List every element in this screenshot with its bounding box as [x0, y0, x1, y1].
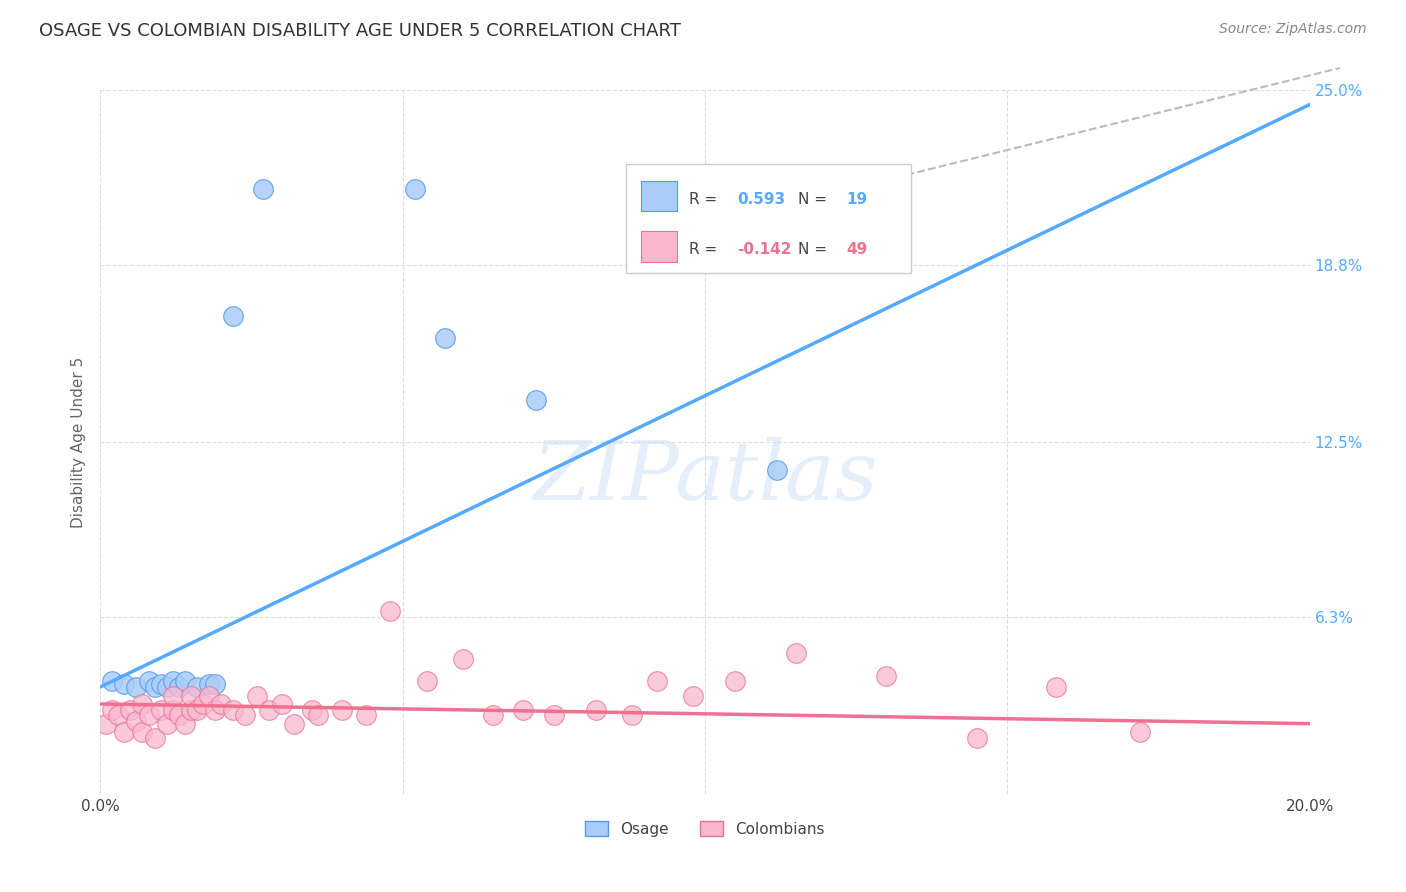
- Point: [233, 708, 256, 723]
- Point: [380, 604, 402, 618]
- Point: [307, 708, 329, 723]
- Point: [204, 703, 226, 717]
- Point: [875, 669, 897, 683]
- Point: [415, 674, 437, 689]
- Point: [222, 309, 245, 323]
- Point: [180, 703, 202, 717]
- Text: ZIPatlas: ZIPatlas: [531, 437, 877, 517]
- Y-axis label: Disability Age Under 5: Disability Age Under 5: [72, 357, 86, 528]
- Point: [125, 680, 148, 694]
- Point: [156, 716, 179, 731]
- Point: [131, 697, 153, 711]
- FancyBboxPatch shape: [641, 231, 678, 261]
- Point: [186, 680, 208, 694]
- Point: [173, 674, 195, 689]
- Point: [330, 703, 353, 717]
- Text: Source: ZipAtlas.com: Source: ZipAtlas.com: [1219, 22, 1367, 37]
- Text: 49: 49: [846, 242, 868, 257]
- Point: [283, 716, 305, 731]
- Point: [1045, 680, 1067, 694]
- Text: -0.142: -0.142: [738, 242, 792, 257]
- Point: [785, 646, 807, 660]
- Point: [167, 708, 190, 723]
- Point: [101, 703, 124, 717]
- Point: [724, 674, 747, 689]
- Point: [149, 677, 172, 691]
- Point: [585, 703, 607, 717]
- Point: [482, 708, 505, 723]
- Text: 0.593: 0.593: [738, 192, 786, 207]
- Point: [433, 331, 456, 345]
- Point: [173, 716, 195, 731]
- Point: [162, 689, 184, 703]
- Legend: Osage, Colombians: Osage, Colombians: [579, 814, 831, 843]
- Point: [112, 677, 135, 691]
- Point: [138, 674, 160, 689]
- Text: R =: R =: [689, 242, 723, 257]
- Point: [270, 697, 292, 711]
- Point: [180, 689, 202, 703]
- Text: 19: 19: [846, 192, 868, 207]
- Point: [143, 731, 166, 745]
- Point: [222, 703, 245, 717]
- Point: [198, 689, 221, 703]
- Point: [112, 725, 135, 739]
- Point: [186, 703, 208, 717]
- Point: [543, 708, 565, 723]
- Text: N =: N =: [799, 192, 832, 207]
- Point: [162, 703, 184, 717]
- Text: OSAGE VS COLOMBIAN DISABILITY AGE UNDER 5 CORRELATION CHART: OSAGE VS COLOMBIAN DISABILITY AGE UNDER …: [39, 22, 682, 40]
- Point: [101, 674, 124, 689]
- Point: [682, 689, 704, 703]
- Point: [966, 731, 988, 745]
- Point: [143, 680, 166, 694]
- Point: [1129, 725, 1152, 739]
- Text: R =: R =: [689, 192, 723, 207]
- Point: [191, 697, 214, 711]
- Point: [246, 689, 269, 703]
- FancyBboxPatch shape: [626, 164, 911, 274]
- Point: [204, 677, 226, 691]
- Point: [512, 703, 534, 717]
- Point: [252, 182, 274, 196]
- Point: [301, 703, 323, 717]
- Point: [198, 677, 221, 691]
- Point: [524, 392, 547, 407]
- Point: [354, 708, 377, 723]
- Point: [125, 714, 148, 728]
- Point: [138, 708, 160, 723]
- FancyBboxPatch shape: [641, 181, 678, 211]
- Point: [621, 708, 644, 723]
- Point: [404, 182, 426, 196]
- Point: [96, 716, 118, 731]
- Point: [162, 674, 184, 689]
- Point: [766, 463, 789, 477]
- Point: [149, 703, 172, 717]
- Point: [209, 697, 232, 711]
- Point: [451, 652, 474, 666]
- Point: [120, 703, 142, 717]
- Point: [107, 708, 129, 723]
- Point: [259, 703, 281, 717]
- Point: [156, 680, 179, 694]
- Text: N =: N =: [799, 242, 832, 257]
- Point: [645, 674, 668, 689]
- Point: [131, 725, 153, 739]
- Point: [167, 680, 190, 694]
